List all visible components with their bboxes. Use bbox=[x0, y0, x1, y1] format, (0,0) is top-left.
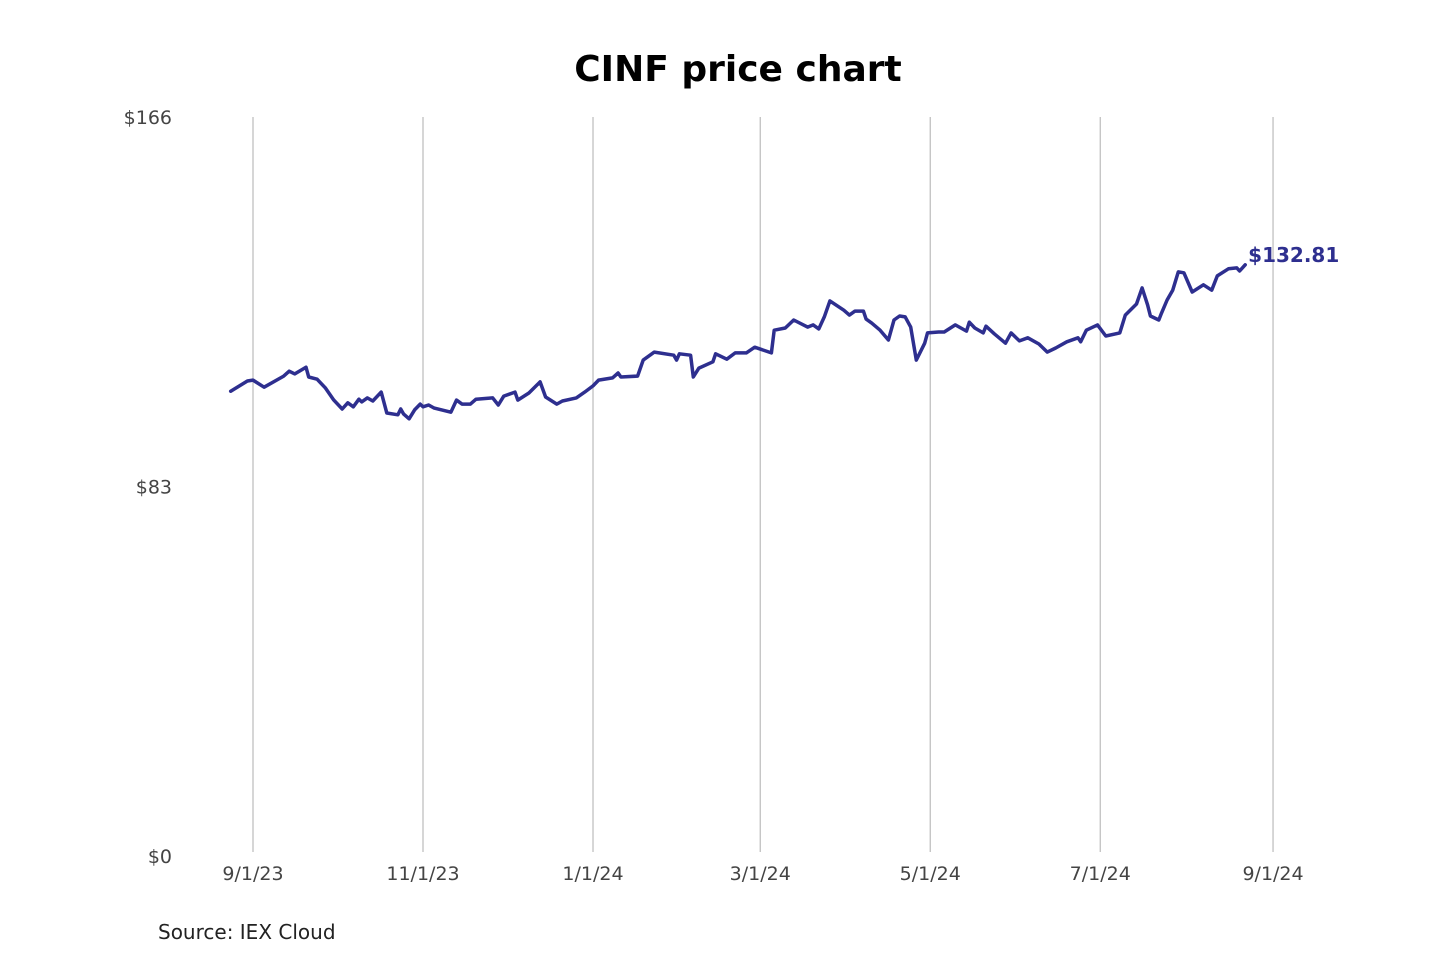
y-tick-label: $166 bbox=[124, 107, 172, 129]
x-tick-label: 9/1/23 bbox=[222, 863, 283, 885]
x-tick-label: 9/1/24 bbox=[1242, 863, 1303, 885]
price-line bbox=[228, 263, 1247, 421]
last-price-label: $132.81 bbox=[1248, 243, 1339, 267]
source-note: Source: IEX Cloud bbox=[158, 920, 336, 944]
y-axis-ticks: $166 $83 $0 bbox=[124, 107, 172, 868]
x-tick-label: 5/1/24 bbox=[900, 863, 961, 885]
x-tick-label: 1/1/24 bbox=[562, 863, 623, 885]
y-tick-label: $83 bbox=[136, 477, 172, 499]
gridlines bbox=[252, 117, 1274, 852]
x-tick-label: 3/1/24 bbox=[730, 863, 791, 885]
x-axis-ticks: 9/1/23 11/1/23 1/1/24 3/1/24 5/1/24 7/1/24 9/1… bbox=[222, 863, 1303, 885]
x-tick-label: 11/1/23 bbox=[386, 863, 459, 885]
y-tick-label: $0 bbox=[148, 846, 172, 868]
x-tick-label: 7/1/24 bbox=[1070, 863, 1131, 885]
chart-title: CINF price chart bbox=[574, 49, 901, 90]
